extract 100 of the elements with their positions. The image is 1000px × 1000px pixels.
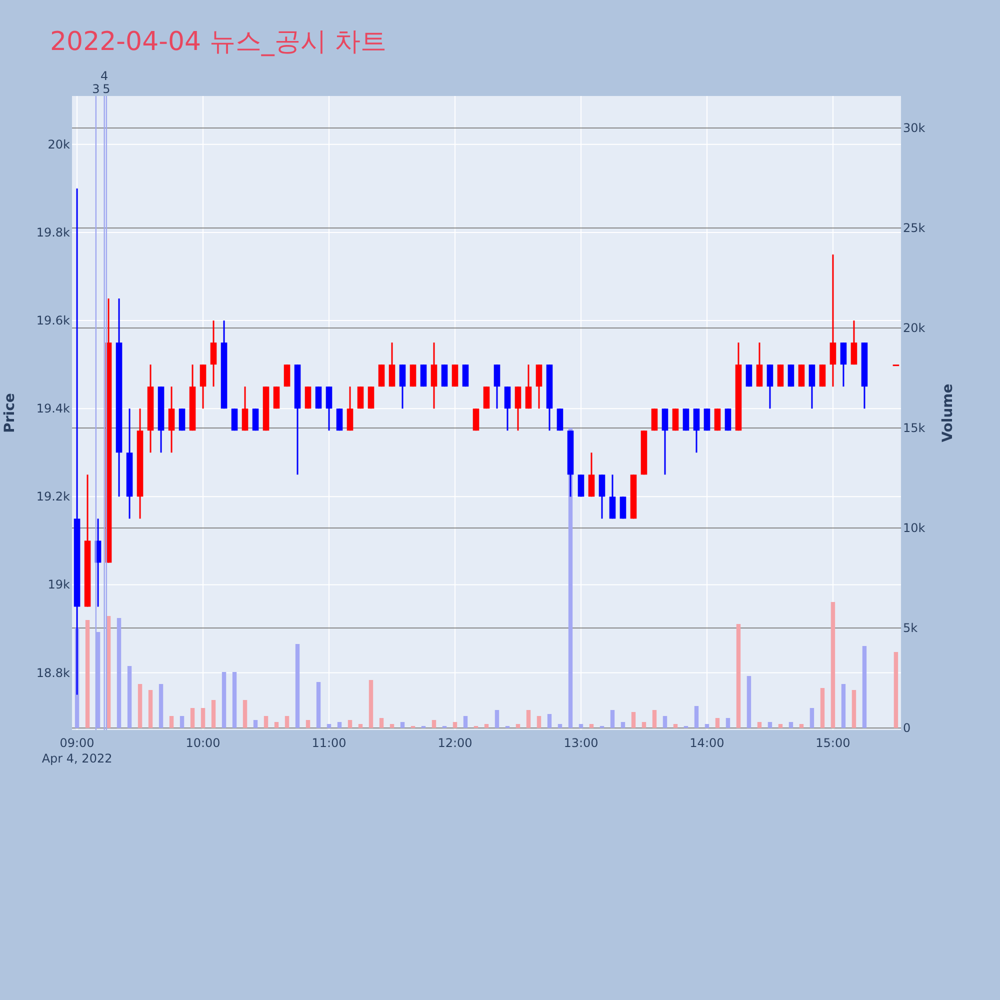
bar (810, 708, 814, 728)
candlestick (472, 408, 480, 432)
candlestick (578, 474, 584, 498)
candlestick (388, 342, 396, 388)
candlestick (819, 364, 826, 388)
bar (788, 722, 794, 728)
bar (306, 720, 310, 728)
x-tick-label: 12:00 (438, 736, 472, 750)
candlestick (693, 408, 700, 454)
bar (432, 720, 436, 728)
bar (662, 716, 668, 728)
candlestick (452, 364, 458, 388)
candlestick (704, 408, 710, 432)
x-tick-label: 15:00 (816, 736, 850, 750)
bar (558, 724, 562, 728)
candlestick (830, 254, 836, 388)
bar (85, 620, 90, 728)
y2-tick-label: 20k (903, 321, 926, 335)
bar (673, 724, 678, 728)
candlestick (242, 386, 248, 432)
y-tick-label: 19k (48, 578, 70, 592)
candlestick (399, 364, 406, 410)
bar (894, 652, 898, 728)
bar (484, 724, 489, 728)
bar (694, 706, 699, 728)
candlestick (410, 364, 416, 388)
y2-tick-label: 15k (903, 421, 926, 435)
candlestick (273, 386, 280, 410)
bar (200, 708, 206, 728)
y-axis-title: Price (2, 393, 18, 433)
bar (704, 724, 710, 728)
candlestick (504, 386, 511, 432)
bar (820, 688, 825, 728)
bar (799, 724, 804, 728)
y-tick-label: 20k (48, 137, 70, 152)
bar (589, 724, 594, 728)
candlestick (798, 364, 805, 388)
bar (715, 718, 720, 728)
candlestick (336, 408, 343, 432)
bar (180, 716, 184, 728)
y-tick-label: 18.8k (36, 666, 70, 680)
bar (862, 646, 867, 728)
y2-tick-label: 5k (903, 621, 918, 635)
candlestick (756, 342, 763, 388)
candlestick (651, 408, 658, 432)
bar (253, 720, 258, 728)
candlestick (326, 386, 332, 432)
bar (232, 672, 237, 728)
bar (516, 724, 520, 728)
bar (652, 710, 657, 728)
bar (642, 722, 646, 728)
bar (547, 714, 552, 728)
candlestick (556, 408, 564, 432)
bar (726, 718, 730, 728)
bar (736, 624, 741, 728)
candlestick (462, 364, 469, 388)
candlestick (378, 364, 385, 388)
y-tick-label: 19.8k (36, 225, 70, 240)
candlestick (682, 408, 690, 432)
candlestick (210, 320, 217, 388)
text: 4 (100, 69, 108, 83)
bar (368, 680, 374, 728)
y2-axis-title: Volume (940, 384, 956, 442)
annotation: 3 (92, 82, 100, 96)
candlestick (304, 386, 312, 410)
candlestick (840, 342, 847, 388)
candlestick (284, 364, 290, 388)
candlestick (724, 408, 732, 432)
candlestick (808, 364, 816, 410)
candlestick (598, 474, 606, 520)
bar (284, 716, 290, 728)
candlestick (483, 386, 490, 410)
bar (138, 684, 142, 728)
bar (242, 700, 248, 728)
candlestick (514, 386, 522, 432)
y-tick-label: 19.6k (36, 314, 70, 328)
candlestick (714, 408, 721, 432)
candlestick (430, 342, 438, 410)
candlestick (746, 364, 752, 388)
candlestick (662, 408, 668, 476)
bar (274, 722, 279, 728)
annotation: 5 (102, 82, 110, 96)
bar (852, 690, 856, 728)
y-tick-label: 19.4k (36, 402, 70, 416)
x-tick-label: 13:00 (564, 736, 598, 750)
candlestick (672, 408, 679, 432)
bar (536, 716, 542, 728)
chart-title: 2022-04-04 뉴스_공시 차트 (50, 27, 387, 57)
candlestick (850, 320, 858, 366)
candlestick (620, 496, 626, 520)
candlestick (346, 386, 354, 432)
y2-tick-label: 25k (903, 221, 926, 235)
bar (390, 724, 394, 728)
bar (746, 676, 752, 728)
y2-tick-label: 10k (903, 521, 926, 535)
bar (326, 724, 332, 728)
y2-tick-label: 0 (903, 721, 911, 735)
candlestick (200, 364, 206, 410)
bar (610, 710, 615, 728)
bar (841, 684, 846, 728)
